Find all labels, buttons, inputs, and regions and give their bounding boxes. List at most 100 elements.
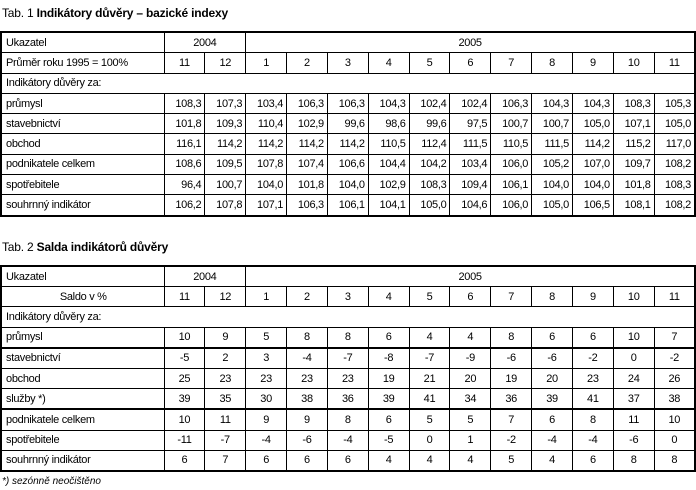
table-row: služby *) 39 35 30 38 36 39 41 34 36 39 41 37 38: [0, 388, 696, 411]
cell-value: 102,9: [367, 174, 410, 196]
table-row: stavebnictví 101,8 109,3 110,4 102,9 99,6 98,6…: [0, 113, 696, 135]
year-header: 2004: [163, 265, 247, 288]
cell-value: -4: [286, 347, 328, 369]
cell-value: 109,7: [612, 153, 655, 176]
cell-value: 106,2: [163, 194, 206, 217]
cell-value: 19: [490, 367, 533, 390]
section-label: Indikátory důvěry za:: [0, 306, 696, 328]
cell-value: 19: [367, 367, 410, 390]
cell-value: 97,5: [449, 113, 492, 135]
cell-value: 8: [653, 449, 696, 472]
header-label: Ukazatel: [0, 265, 165, 288]
cell-value: 5: [245, 326, 288, 349]
cell-value: 36: [490, 388, 533, 411]
cell-value: 104,2: [408, 153, 451, 176]
cell-value: 9: [245, 408, 288, 431]
month-header: 1: [245, 286, 288, 308]
cell-value: 8: [612, 449, 655, 472]
cell-value: 6: [326, 449, 369, 472]
cell-value: 102,4: [449, 92, 492, 115]
cell-value: 10: [163, 326, 206, 349]
cell-value: 104,3: [531, 92, 573, 115]
cell-value: 105,0: [571, 113, 614, 135]
cell-value: 111,5: [531, 133, 573, 155]
cell-value: -8: [367, 347, 410, 369]
cell-value: -2: [653, 347, 696, 369]
cell-value: 11: [204, 408, 247, 431]
cell-value: 99,6: [326, 113, 369, 135]
month-header: 10: [612, 286, 655, 308]
cell-value: 114,2: [571, 133, 614, 155]
table-row: podnikatele celkem 10 11 9 9 8 6 5 5 7 6 8 11 10: [0, 408, 696, 431]
cell-value: 106,1: [490, 174, 533, 196]
cell-value: 9: [204, 326, 247, 349]
cell-value: 8: [286, 326, 328, 349]
cell-value: -9: [449, 347, 492, 369]
cell-value: 107,0: [571, 153, 614, 176]
cell-value: 5: [408, 408, 451, 431]
row-label: stavebnictví: [0, 347, 165, 369]
cell-value: 105,0: [653, 113, 696, 135]
cell-value: 0: [612, 347, 655, 369]
month-header: 12: [204, 286, 247, 308]
cell-value: 39: [367, 388, 410, 411]
cell-value: 114,2: [326, 133, 369, 155]
cell-value: 109,5: [204, 153, 247, 176]
cell-value: 117,0: [653, 133, 696, 155]
cell-value: 108,3: [163, 92, 206, 115]
cell-value: -4: [571, 429, 614, 451]
cell-value: 104,0: [326, 174, 369, 196]
cell-value: -2: [571, 347, 614, 369]
row-label: spotřebitele: [0, 174, 165, 196]
cell-value: 106,5: [571, 194, 614, 217]
cell-value: -6: [490, 347, 533, 369]
cell-value: 25: [163, 367, 206, 390]
month-header: 4: [367, 286, 410, 308]
subheader-label: Saldo v %: [0, 286, 165, 308]
cell-value: 108,1: [612, 194, 655, 217]
cell-value: 108,2: [653, 153, 696, 176]
cell-value: 105,2: [531, 153, 573, 176]
cell-value: 10: [612, 326, 655, 349]
row-label: průmysl: [0, 326, 165, 349]
cell-value: 109,3: [204, 113, 247, 135]
cell-value: 103,4: [449, 153, 492, 176]
table-row: obchod 25 23 23 23 23 19 21 20 19 20 23 24 26: [0, 367, 696, 390]
row-label: souhrnný indikátor: [0, 449, 165, 472]
cell-value: 100,7: [204, 174, 247, 196]
cell-value: 20: [449, 367, 492, 390]
footnote: *) sezónně neočištěno: [2, 476, 101, 487]
cell-value: 106,0: [490, 194, 533, 217]
header-label: Ukazatel: [0, 31, 165, 54]
cell-value: 101,8: [286, 174, 328, 196]
cell-value: -7: [204, 429, 247, 451]
section-row: Indikátory důvěry za:: [0, 72, 696, 94]
month-header: 11: [653, 286, 696, 308]
section-label: Indikátory důvěry za:: [0, 72, 696, 94]
cell-value: 101,8: [612, 174, 655, 196]
cell-value: 105,0: [531, 194, 573, 217]
month-header-row: Průměr roku 1995 = 100% 11 12 1 2 3 4 5 6 7 8 9 10 11: [0, 52, 696, 74]
cell-value: 107,4: [286, 153, 328, 176]
cell-value: 108,2: [653, 194, 696, 217]
cell-value: 38: [653, 388, 696, 411]
month-header: 9: [571, 286, 614, 308]
cell-value: 104,3: [367, 92, 410, 115]
month-header: 4: [367, 52, 410, 74]
cell-value: 106,6: [326, 153, 369, 176]
month-header: 12: [204, 52, 247, 74]
cell-value: 0: [653, 429, 696, 451]
cell-value: 6: [286, 449, 328, 472]
cell-value: 21: [408, 367, 451, 390]
row-label: služby *): [0, 388, 165, 411]
cell-value: -6: [612, 429, 655, 451]
cell-value: 106,3: [490, 92, 533, 115]
cell-value: 96,4: [163, 174, 206, 196]
cell-value: 23: [571, 367, 614, 390]
cell-value: 39: [531, 388, 573, 411]
cell-value: 0: [408, 429, 451, 451]
cell-value: -11: [163, 429, 206, 451]
cell-value: 104,6: [449, 194, 492, 217]
cell-value: 104,3: [571, 92, 614, 115]
table-row: souhrnný indikátor 6 7 6 6 6 4 4 4 5 4 6 8 8: [0, 449, 696, 472]
